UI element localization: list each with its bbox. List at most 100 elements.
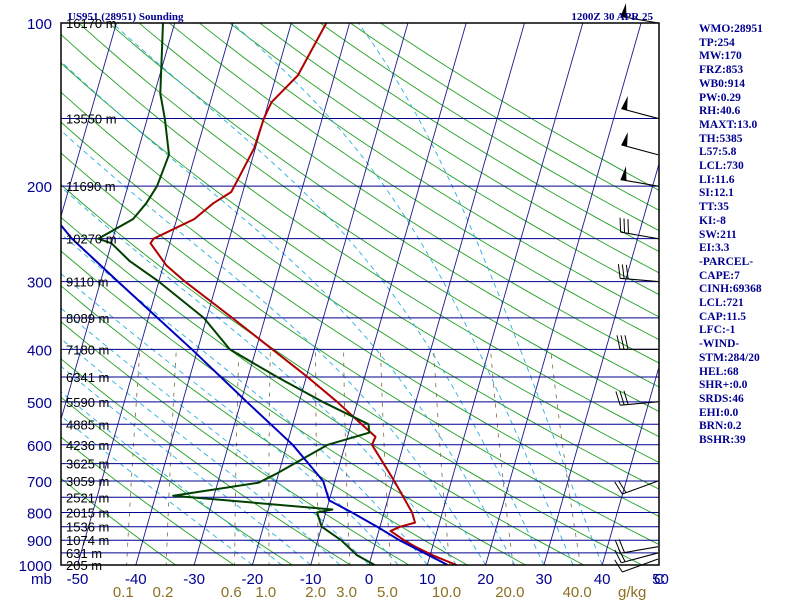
wind-barb-feather — [617, 264, 621, 279]
dry-adiabat — [61, 184, 644, 565]
dry-adiabat — [168, 23, 659, 341]
dewpoint-trace — [97, 23, 376, 565]
isotherm — [368, 23, 525, 565]
dry-adiabat — [61, 62, 659, 464]
mixing-ratio-label: 0.2 — [152, 584, 173, 600]
dry-adiabat — [61, 285, 469, 565]
height-label: 2521 m — [66, 490, 109, 505]
mixing-ratio-label: 0.6 — [221, 584, 242, 600]
wind-barb-flag — [620, 3, 627, 18]
sounding-index: WMO:28951 — [699, 23, 763, 35]
sounding-indices-panel: WMO:28951 TP:254 MW:170 FRZ:853 WB0:914 PW:0.… — [699, 23, 799, 448]
mixing-ratio-label: 5.0 — [377, 584, 398, 600]
dry-adiabat — [259, 23, 659, 274]
height-label: 5590 m — [66, 395, 109, 410]
chart-traces — [61, 23, 457, 565]
sounding-index: STM:284/20 — [699, 351, 760, 364]
sounding-index: PW:0.29 — [699, 91, 741, 104]
dry-adiabat — [61, 358, 352, 565]
temperature-trace — [149, 23, 457, 565]
mixing-ratio-label: 20.0 — [495, 584, 524, 600]
temperature-tick-label: 0 — [365, 571, 373, 588]
height-label: 3059 m — [66, 474, 109, 489]
plot-frame — [60, 22, 660, 566]
sounding-index: MAXT:13.0 — [699, 118, 758, 131]
pressure-tick-label: 600 — [27, 438, 52, 455]
mixing-ratio-label: 0.1 — [113, 584, 134, 600]
sounding-index: LFC:-1 — [699, 324, 736, 337]
wind-barb-feather — [624, 335, 629, 350]
height-label: 7180 m — [66, 342, 109, 357]
wind-barb-feather — [618, 539, 625, 553]
mixing-ratio-line — [343, 349, 351, 565]
mixing-ratio-line — [165, 349, 177, 565]
sounding-index: EI:3.3 — [699, 242, 730, 255]
wind-barb — [616, 335, 658, 350]
mixing-ratio-line — [234, 349, 240, 565]
dry-adiabat — [379, 23, 659, 191]
isotherm — [251, 23, 409, 565]
wind-barb-staff — [620, 401, 659, 406]
mixing-ratio-label: 3.0 — [336, 584, 357, 600]
pressure-tick-label: 100 — [27, 16, 52, 33]
sounding-index: -PARCEL- — [699, 255, 754, 268]
sounding-index: EHI:0.0 — [699, 406, 739, 419]
wind-barb-feather — [623, 390, 629, 405]
temperature-tick-label: 40 — [594, 571, 611, 588]
isotherm — [310, 23, 467, 565]
height-label: 4236 m — [66, 438, 109, 453]
isotherm — [193, 23, 351, 565]
temperature-tick-label: -50 — [67, 571, 89, 588]
height-label: 2015 m — [66, 505, 109, 520]
temperature-tick-label: 50 — [652, 571, 669, 588]
wind-barb-feather — [619, 217, 622, 233]
sounding-index: CAP:11.5 — [699, 310, 746, 323]
isotherm — [0, 11, 3, 577]
wind-barb — [621, 132, 659, 156]
mixing-ratio-unit: g/kg — [618, 584, 646, 600]
temperature-tick-label: 20 — [477, 571, 494, 588]
dry-adiabat — [61, 216, 585, 565]
height-label: 631 m — [66, 546, 102, 561]
mixing-ratio-line — [490, 349, 514, 565]
dry-adiabat — [61, 152, 659, 546]
pressure-tick-label: 1000 — [19, 558, 52, 575]
wind-barb — [620, 3, 659, 24]
sounding-index: TT:35 — [699, 201, 729, 214]
dry-adiabat — [61, 91, 659, 490]
temperature-tick-label: 30 — [536, 571, 553, 588]
sounding-index: TH:5385 — [699, 132, 743, 145]
dry-adiabat — [349, 23, 659, 211]
pressure-tick-label: 700 — [27, 474, 52, 491]
dry-adiabat — [61, 396, 294, 565]
x-axis-unit: C — [654, 571, 665, 588]
height-label: 6341 m — [66, 370, 109, 385]
sounding-index: HEL:68 — [699, 365, 739, 378]
wind-barb — [617, 264, 659, 283]
wind-barb-staff — [621, 552, 659, 564]
mixing-ratio-line — [268, 349, 271, 565]
wind-barb-staff — [620, 15, 659, 24]
pressure-tick-label: 200 — [27, 179, 52, 196]
temperature-tick-label: 10 — [419, 571, 436, 588]
wind-barb-feather — [614, 559, 623, 573]
isotherm — [543, 162, 659, 565]
dry-adiabat — [61, 250, 527, 565]
temperature-tick-label: -40 — [125, 571, 147, 588]
height-label: 1074 m — [66, 533, 109, 548]
sounding-index: SHR+:0.0 — [699, 379, 748, 392]
temperature-tick-label: -30 — [183, 571, 205, 588]
wind-barb-feather — [620, 335, 625, 350]
sounding-index: LCL:721 — [699, 297, 744, 310]
sounding-index: KI:-8 — [699, 214, 726, 227]
sounding-index: LI:11.6 — [699, 173, 735, 186]
wind-barb — [614, 480, 659, 495]
wind-barb-staff — [620, 546, 659, 554]
dry-adiabat — [78, 23, 659, 412]
height-label: 205 m — [66, 558, 102, 573]
height-label: 4885 m — [66, 417, 109, 432]
mixing-ratio-line — [380, 349, 392, 565]
wind-barb-feather — [621, 264, 625, 279]
